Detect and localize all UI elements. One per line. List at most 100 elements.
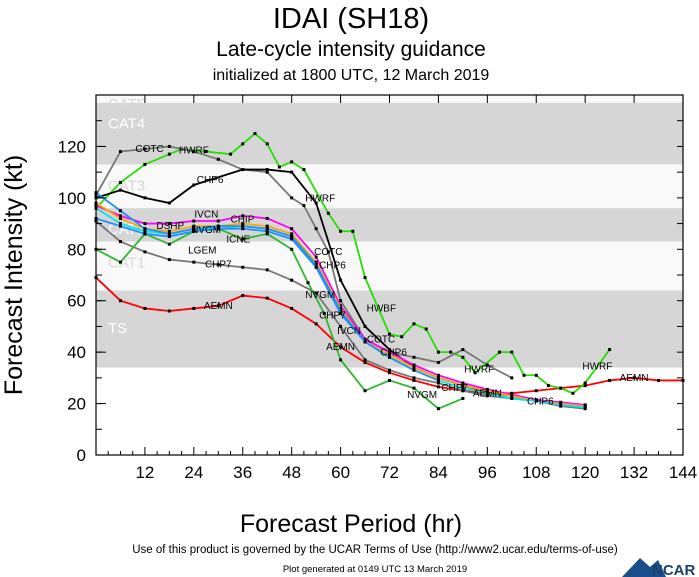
data-point — [290, 237, 294, 241]
data-point — [118, 240, 122, 244]
data-point — [534, 389, 538, 393]
data-point — [302, 168, 306, 172]
data-point — [290, 170, 294, 174]
data-point — [290, 196, 294, 200]
x-tick-label: 96 — [478, 463, 497, 482]
data-point — [241, 214, 245, 218]
data-point — [424, 327, 428, 331]
x-tick-label: 144 — [669, 463, 697, 482]
band-label-cat3: CAT3 — [108, 177, 145, 194]
data-point — [363, 389, 367, 393]
data-point — [204, 150, 208, 154]
data-point — [436, 373, 440, 377]
data-point — [608, 348, 612, 352]
data-point — [339, 358, 343, 362]
data-point — [192, 150, 196, 154]
data-point — [277, 165, 281, 169]
data-point — [339, 306, 343, 310]
data-point — [339, 299, 343, 303]
data-point — [412, 378, 416, 382]
data-point — [241, 265, 245, 269]
data-point — [339, 324, 343, 328]
data-point — [339, 345, 343, 349]
chart-subtitle: Late-cycle intensity guidance — [216, 38, 486, 61]
data-point — [583, 381, 587, 385]
data-point — [314, 201, 318, 205]
x-tick-label: 132 — [620, 463, 648, 482]
data-point — [265, 216, 269, 220]
data-point — [363, 276, 367, 280]
data-point — [436, 376, 440, 380]
y-tick-label: 100 — [58, 189, 86, 208]
data-point — [510, 350, 514, 354]
data-point — [241, 224, 245, 228]
data-point — [326, 250, 330, 254]
data-point — [571, 391, 575, 395]
data-point — [216, 227, 220, 231]
series-lgem — [94, 216, 367, 344]
data-point — [363, 337, 367, 341]
data-point — [229, 152, 233, 156]
x-tick-label: 36 — [233, 463, 252, 482]
data-point — [265, 170, 269, 174]
data-point — [143, 147, 147, 151]
ncar-logo-text: NCAR — [652, 562, 695, 577]
series-label-aemn: AEMN — [620, 373, 649, 384]
series-label-aemn: AEMN — [473, 388, 502, 399]
data-point — [363, 324, 367, 328]
data-point — [388, 353, 391, 357]
series-label-icne: ICNE — [226, 234, 250, 245]
data-point — [583, 384, 587, 388]
series-label-hwrf: HWRF — [464, 364, 494, 375]
band-label-cat4: CAT4 — [108, 116, 145, 133]
chart-title: IDAI (SH18) — [273, 3, 429, 35]
data-point — [322, 312, 326, 316]
data-point — [192, 219, 196, 223]
data-point — [167, 258, 171, 262]
series-line-cotc — [95, 145, 513, 379]
y-tick-label: 0 — [77, 446, 86, 465]
series-label-chp7: CHP7 — [319, 310, 346, 321]
series-label-chp6: CHP6 — [380, 348, 407, 359]
data-point — [192, 229, 196, 233]
data-point — [461, 384, 465, 388]
data-point — [290, 278, 294, 282]
data-point — [436, 385, 440, 389]
y-axis-label: Forecast Intensity (kt) — [0, 155, 28, 395]
data-point — [290, 234, 294, 238]
data-point — [339, 309, 343, 313]
data-point — [412, 355, 416, 359]
data-point — [118, 222, 122, 226]
series-label-aemn: AEMN — [204, 301, 233, 312]
series-label-cotc: COTC — [135, 144, 163, 155]
data-point — [265, 229, 269, 233]
series-label-nvgm: NVGM — [191, 225, 221, 236]
series-label-lgem: LGEM — [188, 246, 216, 257]
data-point — [388, 378, 391, 382]
data-point — [216, 219, 220, 223]
data-point — [143, 162, 147, 166]
y-tick-label: 80 — [67, 240, 86, 259]
chart-init-time: initialized at 1800 UTC, 12 March 2019 — [213, 67, 490, 84]
data-point — [118, 180, 122, 184]
data-point — [388, 371, 391, 375]
band-label-ts: TS — [108, 320, 127, 337]
x-tick-label: 24 — [184, 463, 203, 482]
data-point — [143, 250, 147, 254]
y-tick-label: 60 — [67, 292, 86, 311]
series-label-hwrf: HWRF — [305, 194, 335, 205]
series-label-hwrf: HWRF — [582, 361, 612, 372]
data-point — [473, 371, 477, 375]
series-line-hwrf — [95, 132, 611, 395]
data-point — [314, 255, 318, 259]
data-point — [265, 142, 269, 146]
band-cat1 — [96, 241, 683, 291]
series-label-dshp: DSHP — [156, 221, 184, 232]
data-point — [118, 216, 122, 220]
data-point — [363, 358, 367, 362]
data-point — [290, 306, 294, 310]
data-point — [192, 183, 196, 187]
data-point — [608, 378, 612, 382]
data-point — [290, 160, 294, 164]
